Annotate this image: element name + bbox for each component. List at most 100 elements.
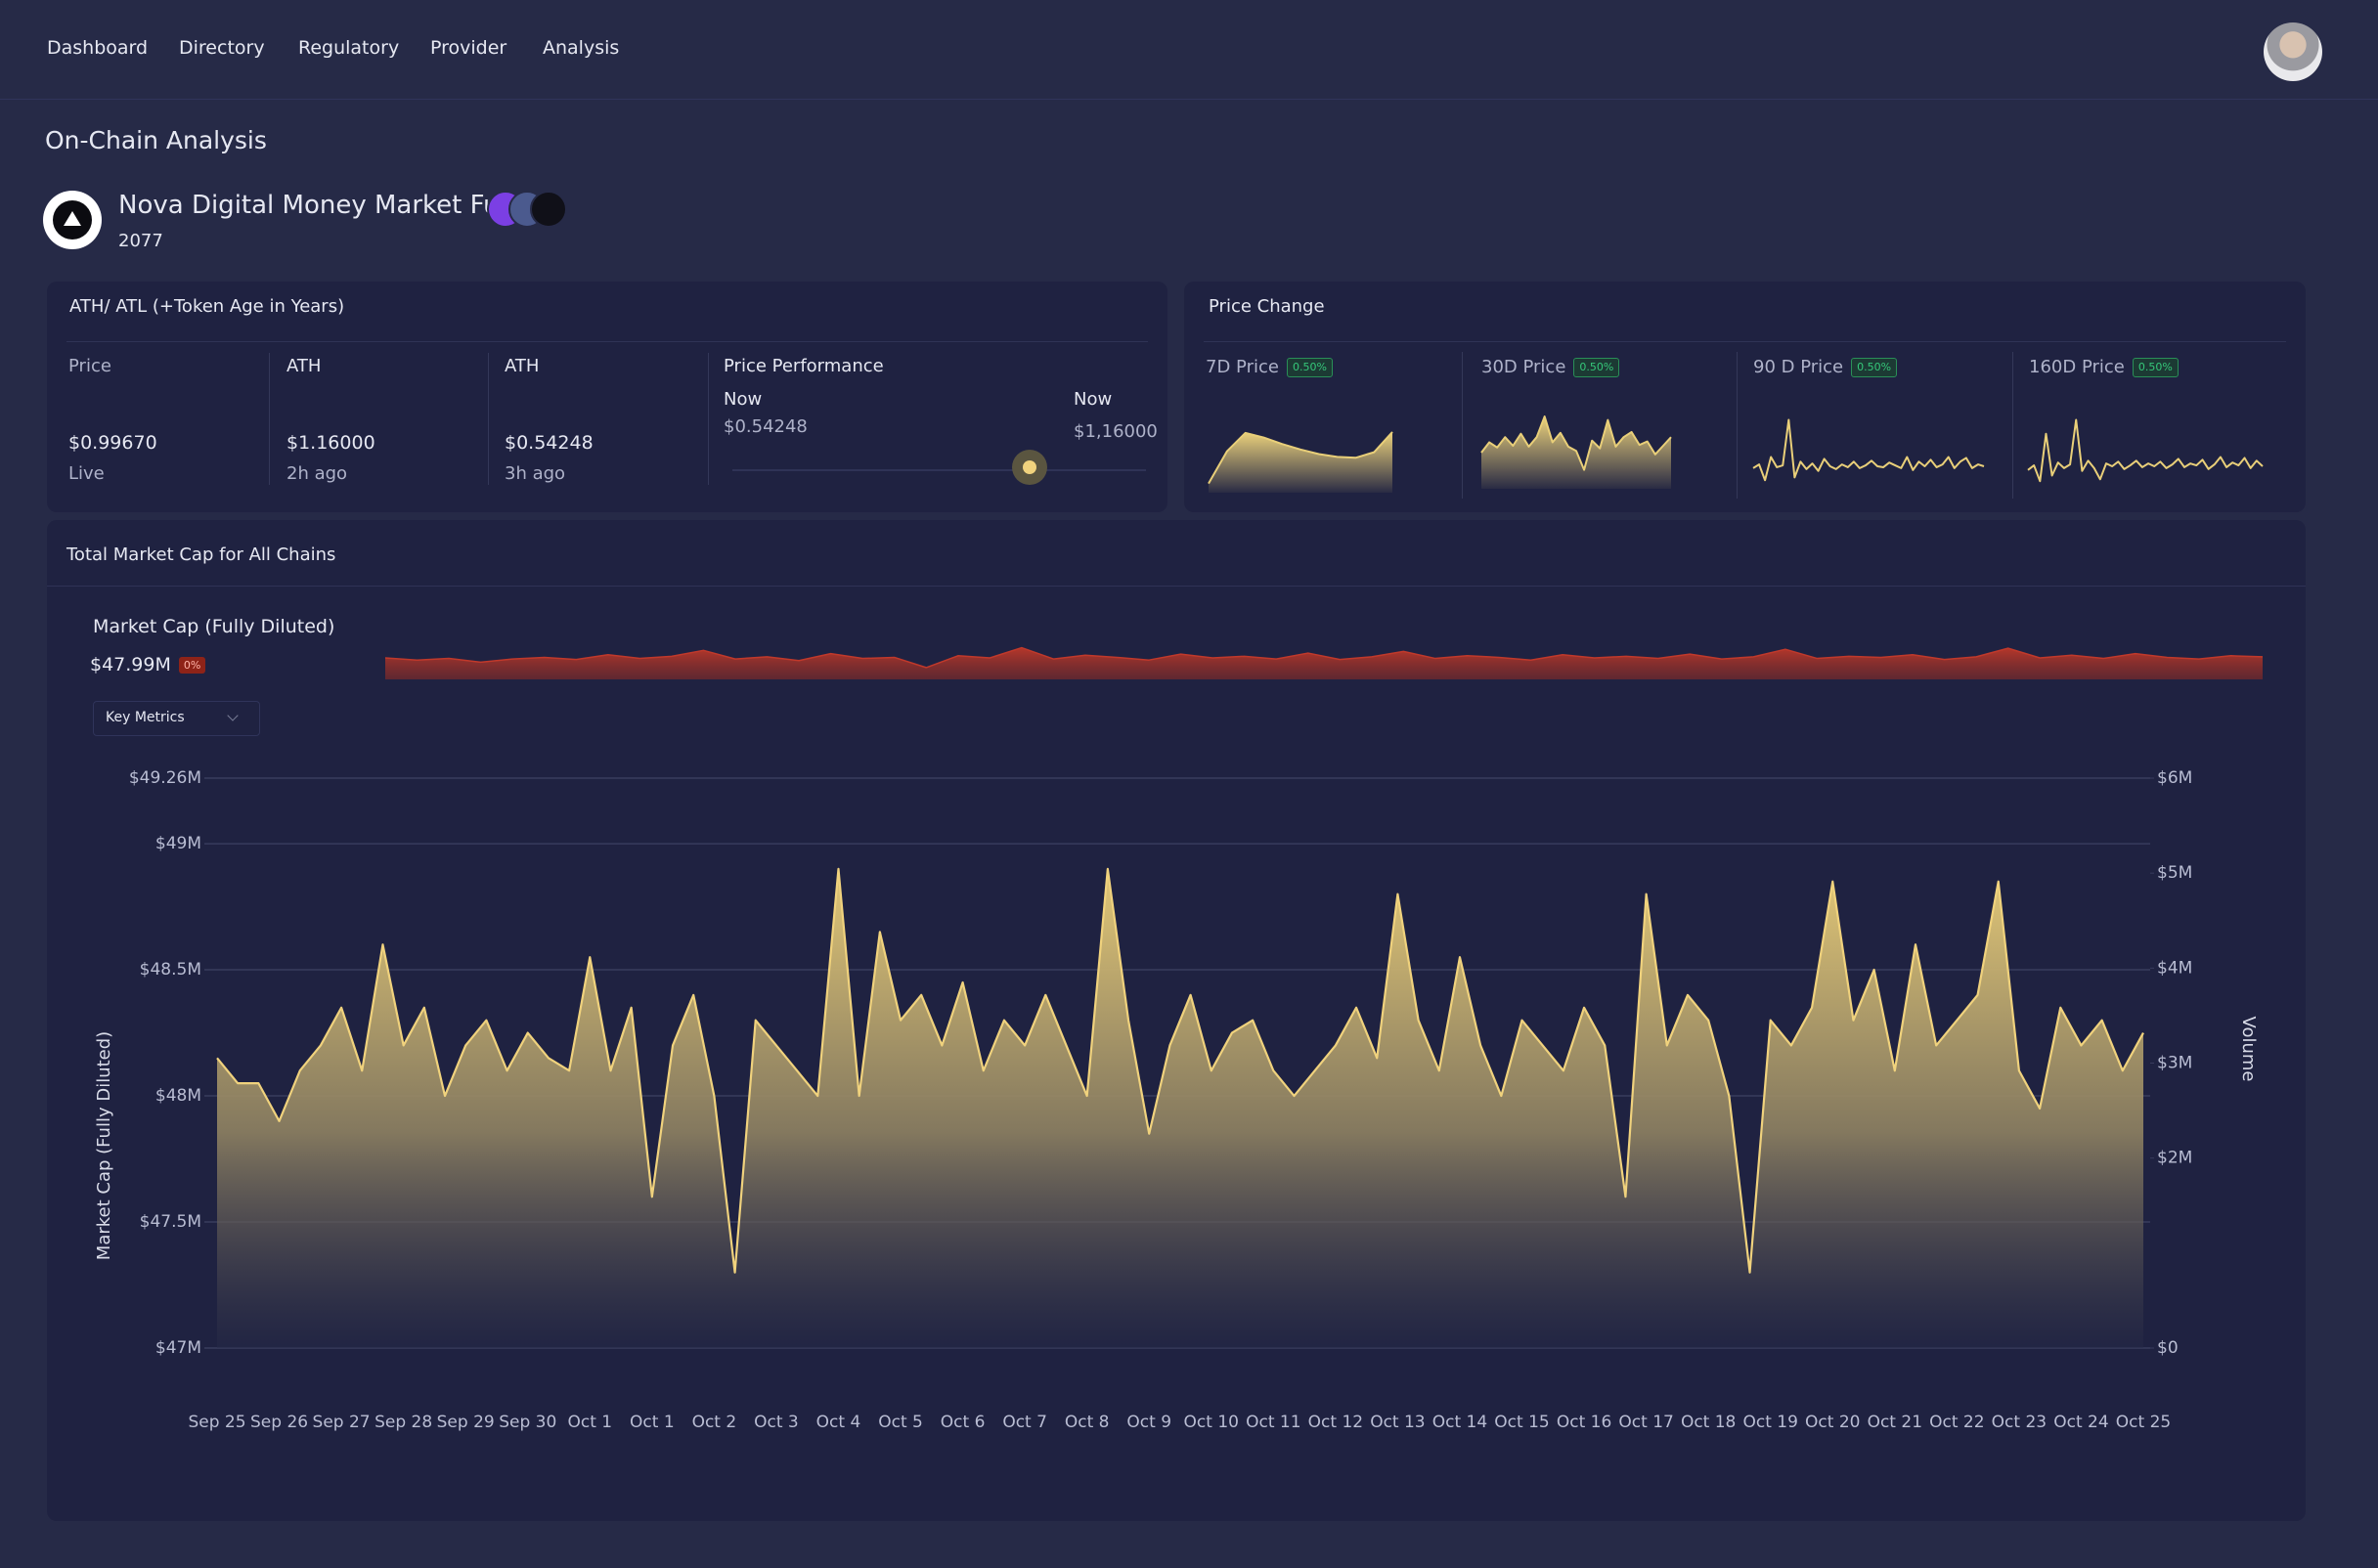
x-tick-label: Oct 10 xyxy=(1184,1413,1239,1432)
change-badge: 0% xyxy=(178,656,206,675)
current-market-cap: $47.99M 0% xyxy=(90,654,206,676)
strip-title: Market Cap (Fully Diluted) xyxy=(93,616,335,637)
area-line xyxy=(384,646,2264,669)
sparkline-title: 160D Price xyxy=(2029,357,2125,377)
x-tick-label: Oct 24 xyxy=(2053,1413,2108,1432)
x-tick-label: Oct 8 xyxy=(1065,1413,1110,1432)
x-tick-label: Oct 13 xyxy=(1370,1413,1425,1432)
x-tick-label: Sep 30 xyxy=(499,1413,556,1432)
sparkline-label: 30D Price 0.50% xyxy=(1481,357,1620,378)
x-tick-label: Oct 16 xyxy=(1557,1413,1611,1432)
sparkline-title: 90 D Price xyxy=(1753,357,1844,377)
y2-axis-label: Volume xyxy=(2238,1017,2259,1082)
y2-tick-label: $4M xyxy=(2157,958,2192,978)
sparkline-title: 30D Price xyxy=(1481,357,1566,377)
y-tick-label: $48.5M xyxy=(140,960,201,980)
x-tick-label: Oct 15 xyxy=(1494,1413,1549,1432)
stat-value: $1.16000 xyxy=(286,432,375,454)
card-title: ATH/ ATL (+Token Age in Years) xyxy=(69,296,345,317)
x-tick-label: Oct 6 xyxy=(941,1413,986,1432)
change-badge: 0.50% xyxy=(1851,358,1898,377)
fund-logo xyxy=(43,191,102,249)
area-line xyxy=(216,867,2144,1274)
x-tick-label: Oct 9 xyxy=(1126,1413,1171,1432)
current-value: $47.99M xyxy=(90,654,171,675)
line xyxy=(1752,418,1985,482)
fund-name: Nova Digital Money Market Fund xyxy=(118,191,532,220)
chain-icon xyxy=(530,191,567,228)
y-tick-label: $47M xyxy=(155,1338,201,1358)
x-tick-label: Oct 11 xyxy=(1246,1413,1300,1432)
change-badge: 0.50% xyxy=(2132,358,2179,377)
stat-sub: 2h ago xyxy=(286,463,348,484)
y-tick-label: $49.26M xyxy=(129,768,201,788)
nav-link[interactable]: Provider xyxy=(430,37,507,59)
y2-tick-label: $0 xyxy=(2157,1338,2179,1358)
area-line xyxy=(1208,431,1393,485)
y2-tick-label: $6M xyxy=(2157,768,2192,788)
x-tick-label: Oct 19 xyxy=(1742,1413,1797,1432)
x-tick-label: Oct 17 xyxy=(1618,1413,1673,1432)
x-tick-label: Oct 2 xyxy=(692,1413,737,1432)
performance-now-value: $1,16000 xyxy=(1074,421,1158,442)
nav-link[interactable]: Dashboard xyxy=(47,37,149,59)
nav-link[interactable]: Regulatory xyxy=(298,37,400,59)
x-tick-label: Oct 1 xyxy=(630,1413,675,1432)
dropdown[interactable]: Key Metrics xyxy=(93,701,260,736)
x-tick-label: Oct 12 xyxy=(1308,1413,1363,1432)
y-tick-label: $47.5M xyxy=(140,1212,201,1232)
dropdown-label: Key Metrics xyxy=(106,710,185,725)
x-tick-label: Sep 27 xyxy=(313,1413,371,1432)
x-tick-label: Oct 5 xyxy=(878,1413,923,1432)
x-tick-label: Sep 25 xyxy=(188,1413,245,1432)
avatar[interactable] xyxy=(2264,22,2322,81)
area-fill xyxy=(1209,431,1392,493)
stat-value: $0.99670 xyxy=(68,432,157,454)
x-tick-label: Oct 7 xyxy=(1002,1413,1047,1432)
stat-sub: 3h ago xyxy=(505,463,566,484)
card-title: Price Change xyxy=(1209,296,1325,317)
page-title: On-Chain Analysis xyxy=(45,126,267,154)
line xyxy=(2027,418,2264,483)
y-tick-label: $48M xyxy=(155,1086,201,1106)
nav-bar: Dashboard Directory Regulatory Provider … xyxy=(0,0,2378,100)
x-tick-label: Sep 29 xyxy=(437,1413,495,1432)
x-tick-label: Oct 22 xyxy=(1929,1413,1984,1432)
change-badge: 0.50% xyxy=(1286,358,1333,377)
x-tick-label: Oct 20 xyxy=(1805,1413,1860,1432)
x-tick-label: Oct 21 xyxy=(1868,1413,1922,1432)
x-tick-label: Oct 1 xyxy=(567,1413,612,1432)
sparkline-title: 7D Price xyxy=(1206,357,1279,377)
stat-sub: Live xyxy=(68,463,105,484)
performance-now-label: Now xyxy=(1074,389,1113,410)
nav-link[interactable]: Analysis xyxy=(543,37,620,59)
stat-label: Price xyxy=(68,356,111,376)
area-line xyxy=(1480,415,1672,471)
x-tick-label: Oct 4 xyxy=(816,1413,861,1432)
area-fill xyxy=(385,647,2263,679)
y-tick-label: $49M xyxy=(155,834,201,853)
y2-tick-label: $3M xyxy=(2157,1054,2192,1073)
ath-card: ATH/ ATL (+Token Age in Years) Price $0.… xyxy=(47,282,1167,512)
performance-now-label: Now xyxy=(724,389,763,410)
fund-code: 2077 xyxy=(118,231,163,251)
nav-link[interactable]: Directory xyxy=(179,37,265,59)
stat-label: ATH xyxy=(286,356,322,376)
stat-value: $0.54248 xyxy=(505,432,594,454)
sparkline-label: 160D Price 0.50% xyxy=(2029,357,2179,378)
area-fill xyxy=(217,868,2143,1348)
card-title: Total Market Cap for All Chains xyxy=(66,544,336,565)
performance-label: Price Performance xyxy=(724,356,884,376)
x-tick-label: Oct 23 xyxy=(1992,1413,2047,1432)
change-badge: 0.50% xyxy=(1573,358,1620,377)
x-tick-label: Oct 25 xyxy=(2116,1413,2171,1432)
sparkline-label: 90 D Price 0.50% xyxy=(1753,357,1898,378)
x-tick-label: Sep 26 xyxy=(250,1413,308,1432)
x-tick-label: Oct 14 xyxy=(1432,1413,1487,1432)
x-tick-label: Sep 28 xyxy=(374,1413,432,1432)
stat-label: ATH xyxy=(505,356,540,376)
slider-track xyxy=(732,469,1146,471)
y2-tick-label: $5M xyxy=(2157,863,2192,883)
